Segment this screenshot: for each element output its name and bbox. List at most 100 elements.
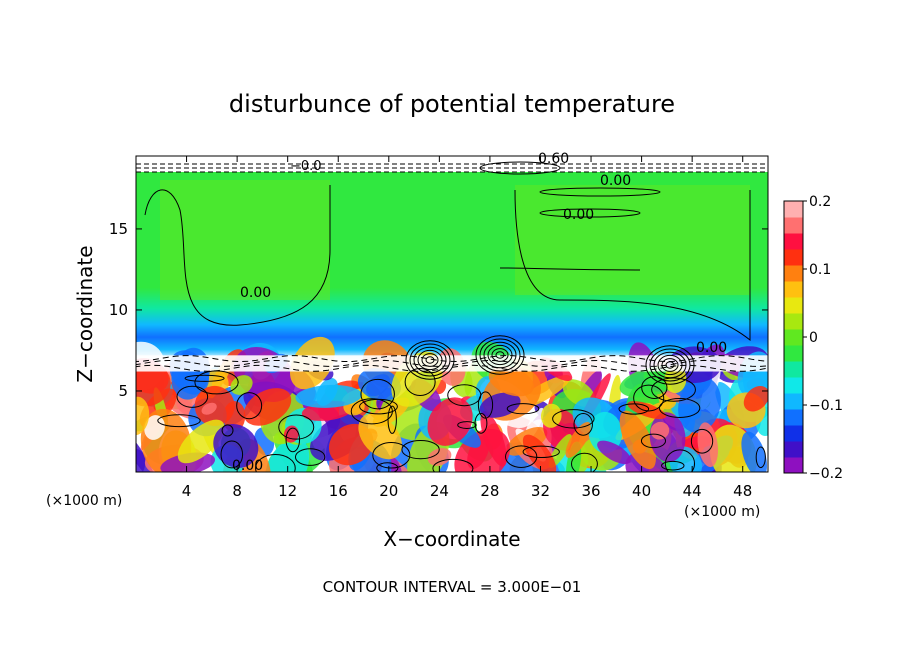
colorbar-tick-label: −0.2	[809, 466, 843, 482]
contour-line	[487, 344, 513, 366]
x-unit-left: (×1000 m)	[46, 493, 122, 509]
plot-frame	[135, 155, 769, 473]
contour-line	[505, 445, 538, 468]
contour-label: 0.00	[563, 207, 594, 223]
contour-line	[514, 189, 751, 342]
contour-label: −0.0	[290, 159, 322, 174]
lower-field-blob	[201, 402, 217, 415]
x-tick-label: 36	[581, 482, 600, 500]
contour-line	[483, 341, 517, 369]
x-axis: 4 8 12 16 20 24 28 32 36 40 44 48	[182, 156, 752, 500]
colorbar-swatch	[784, 313, 803, 330]
x-tick-label: 20	[379, 482, 398, 500]
lower-field-blob	[697, 422, 719, 468]
contour-line	[633, 384, 665, 412]
contour-line	[176, 385, 209, 408]
lower-field-blob	[522, 434, 557, 472]
contour-line	[477, 391, 494, 419]
colorbar-tick-label: 0	[809, 330, 818, 346]
x-tick-label: 44	[683, 482, 702, 500]
contour-line	[552, 409, 595, 429]
contour-line	[220, 440, 244, 469]
contour-line	[690, 428, 714, 454]
contour-line	[618, 403, 650, 415]
contour-line	[372, 441, 411, 469]
contour-label: 0.00	[232, 458, 263, 474]
colorbar-swatch	[784, 361, 803, 378]
contour-line	[499, 267, 641, 271]
contour-line	[657, 354, 683, 376]
contour-line	[136, 364, 768, 372]
lower-field-blob	[358, 413, 402, 460]
plot-area	[136, 156, 768, 472]
contour-interval-text: CONTOUR INTERVAL = 3.000E−01	[323, 578, 582, 596]
contour-line	[491, 348, 509, 362]
x-tick-label: 8	[232, 482, 242, 500]
lower-field-blob	[588, 411, 623, 454]
contour-line	[447, 384, 482, 407]
contour-line	[539, 208, 641, 218]
contour-line	[255, 454, 296, 472]
x-tick-label: 32	[531, 482, 550, 500]
colorbar-swatch	[784, 393, 803, 410]
x-tick-label: 24	[430, 482, 449, 500]
y-axis: 5 10 15	[109, 220, 768, 400]
contour-line	[387, 405, 397, 434]
contour-label: 0.00	[696, 340, 727, 356]
contour-line	[653, 351, 687, 379]
contour-line	[417, 349, 443, 371]
colorbar-swatch	[784, 457, 803, 474]
lower-layer-field	[136, 336, 768, 472]
contour-line	[475, 335, 525, 375]
contour-line	[457, 421, 477, 429]
contour-line	[495, 351, 505, 359]
lower-field-blob	[650, 421, 670, 440]
colorbar-swatch	[784, 297, 803, 314]
tropopause-band	[136, 355, 768, 372]
contour-line	[360, 378, 395, 410]
contour-line	[522, 445, 560, 459]
contour-line	[136, 359, 768, 367]
colorbar-tick-label: −0.1	[809, 398, 843, 414]
contour-line	[144, 185, 331, 326]
colorbar-swatch	[784, 345, 803, 362]
lower-field-blob	[144, 415, 165, 440]
contour-line	[136, 355, 768, 363]
lower-field-blob	[625, 451, 668, 472]
colorbar-swatch	[784, 329, 803, 346]
contour-line	[405, 340, 455, 380]
contour-line	[665, 361, 675, 369]
contour-line	[664, 449, 696, 472]
colorbar-swatch	[784, 233, 803, 250]
lower-field-blob	[357, 368, 401, 401]
contour-line	[376, 462, 399, 472]
colorbar-swatch	[784, 201, 803, 218]
contour-line	[641, 376, 668, 399]
contour-line	[285, 427, 301, 453]
y-tick-label: 10	[109, 301, 128, 319]
x-tick-label: 28	[480, 482, 499, 500]
contour-line	[221, 424, 234, 437]
contour-line	[479, 161, 561, 175]
contour-lines	[136, 161, 768, 472]
colorbar-tick-label: 0.1	[809, 262, 831, 278]
contour-line	[184, 374, 225, 382]
y-tick-label: 5	[118, 382, 128, 400]
contour-line	[194, 370, 239, 395]
y-tick-label: 15	[109, 220, 128, 238]
contour-line	[649, 348, 691, 382]
contour-line	[573, 413, 593, 436]
x-tick-label: 12	[278, 482, 297, 500]
contour-line	[658, 398, 701, 418]
y-axis-label: Z−coordinate	[73, 245, 97, 382]
colorbar-swatch	[784, 425, 803, 442]
lower-field-blob	[230, 375, 253, 395]
contour-label: 0.00	[240, 285, 271, 301]
contour-line	[404, 367, 436, 396]
contour-line	[421, 353, 439, 367]
contour-line	[157, 414, 201, 428]
lower-field-blob	[427, 397, 473, 446]
lower-field-blob	[632, 439, 647, 454]
x-tick-label: 16	[329, 482, 348, 500]
contour-line	[661, 460, 685, 471]
